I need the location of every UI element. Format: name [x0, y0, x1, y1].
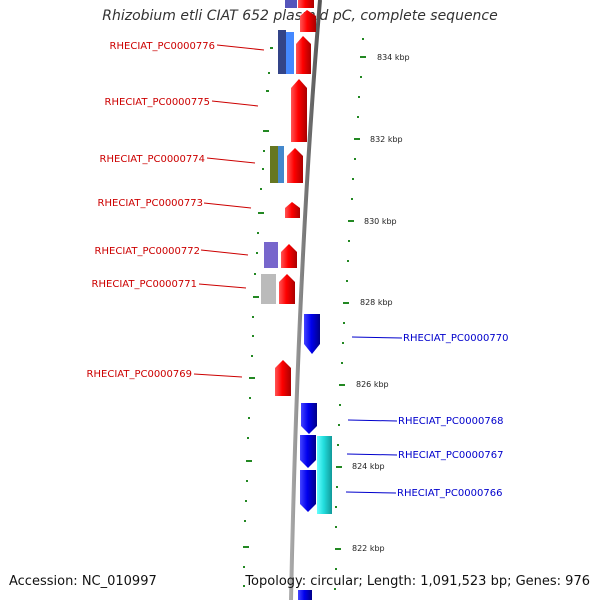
gene-arrow-770 [304, 314, 320, 354]
gene-arrow-767 [300, 435, 316, 468]
gene-block-771-gray [261, 274, 276, 304]
gene-arrow-775 [291, 79, 307, 142]
gene-block-top-right [298, 0, 314, 8]
inner-ruler-ticks [243, 47, 273, 587]
scale-label-826: 826 kbp [356, 380, 389, 389]
scale-label-828: 828 kbp [360, 298, 393, 307]
gene-block-bottom [298, 590, 312, 600]
gene-label-767[interactable]: RHECIAT_PC0000767 [398, 450, 503, 461]
gene-block-766-cyan [317, 436, 332, 514]
gene-label-769[interactable]: RHECIAT_PC0000769 [87, 369, 192, 380]
gene-arrow-771 [279, 274, 295, 304]
gene-arrow-774 [287, 148, 303, 183]
gene-block-774-blue [278, 146, 284, 183]
left-leader-lines [193, 44, 265, 378]
gene-arrow-776a [300, 10, 316, 32]
gene-block-776-light [286, 32, 294, 74]
gene-features [261, 0, 332, 600]
outer-ruler-ticks [334, 38, 366, 590]
gene-arrow-772 [281, 244, 297, 268]
gene-block-top-left [285, 0, 297, 8]
gene-arrow-773 [285, 202, 300, 218]
scale-label-834: 834 kbp [377, 53, 410, 62]
gene-arrow-776b [296, 36, 311, 74]
gene-arrow-766 [300, 470, 316, 512]
gene-label-771[interactable]: RHECIAT_PC0000771 [92, 279, 197, 290]
scale-label-830: 830 kbp [364, 217, 397, 226]
scale-label-832: 832 kbp [370, 135, 403, 144]
gene-block-772-purple [264, 242, 278, 268]
gene-label-766[interactable]: RHECIAT_PC0000766 [397, 488, 502, 499]
gene-label-768[interactable]: RHECIAT_PC0000768 [398, 416, 503, 427]
gene-block-774-olive [270, 146, 278, 183]
gene-label-774[interactable]: RHECIAT_PC0000774 [100, 154, 205, 165]
gene-label-775[interactable]: RHECIAT_PC0000775 [105, 97, 210, 108]
scale-label-824: 824 kbp [352, 462, 385, 471]
topology-text: Topology: circular; Length: 1,091,523 bp… [245, 574, 590, 589]
genome-backbone [289, 0, 322, 600]
gene-arrow-768 [301, 403, 317, 434]
gene-arrow-769 [275, 360, 291, 396]
gene-label-773[interactable]: RHECIAT_PC0000773 [98, 198, 203, 209]
right-gene-labels: RHECIAT_PC0000770 RHECIAT_PC0000768 RHEC… [397, 333, 508, 499]
gene-label-776[interactable]: RHECIAT_PC0000776 [110, 41, 215, 52]
gene-label-770[interactable]: RHECIAT_PC0000770 [403, 333, 508, 344]
scale-label-822: 822 kbp [352, 544, 385, 553]
accession-text: Accession: NC_010997 [9, 574, 157, 589]
gene-block-776-dark [278, 30, 286, 74]
gene-label-772[interactable]: RHECIAT_PC0000772 [95, 246, 200, 257]
right-leader-lines [345, 336, 403, 494]
left-gene-labels: RHECIAT_PC0000776 RHECIAT_PC0000775 RHEC… [87, 41, 215, 380]
